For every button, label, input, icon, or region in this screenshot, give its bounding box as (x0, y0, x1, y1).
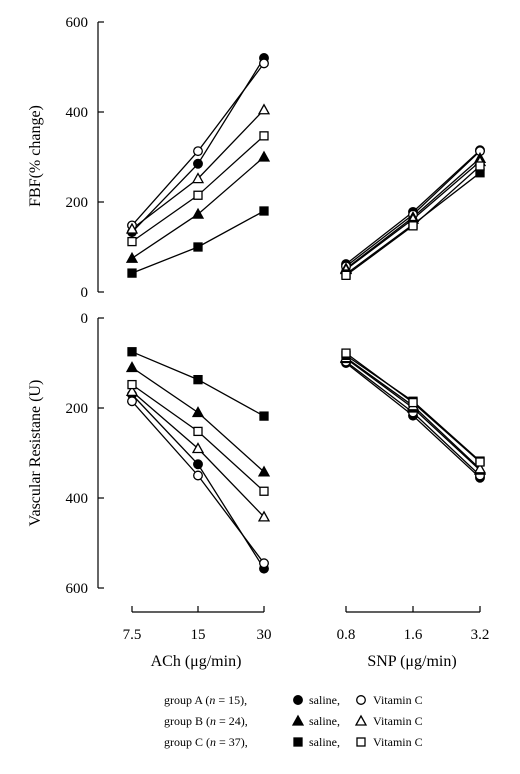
fbf-y-axis-title: FBF(% change) (27, 105, 44, 207)
resistance-ach-point-b-saline (257, 465, 271, 477)
legend-marker-a-vitamin-c (356, 695, 366, 705)
series-lines (131, 57, 481, 569)
resistance-snp-point-c-vitc (341, 348, 351, 358)
snp-x-tick-label: 0.8 (337, 627, 356, 643)
fbf-ach-point-c-saline (127, 268, 137, 278)
legend-marker-c-saline (293, 737, 303, 747)
legend-marker-symbol (356, 737, 366, 747)
legend-marker-b-saline (291, 714, 305, 726)
legend-row-c: group C (n = 37), saline, Vitamin C (164, 735, 423, 749)
legend-saline-label: saline, (309, 693, 340, 707)
snp-x-axis-title: SNP (μg/min) (367, 653, 456, 670)
fbf-ach-point-b-saline (125, 251, 139, 263)
resistance-ach-point-b-vitc (257, 510, 271, 522)
ach-x-tick-label: 15 (191, 627, 206, 643)
legend-marker-a-saline (293, 695, 303, 705)
fbf-snp-point-c-vitc (475, 161, 485, 171)
legend-vitamin-c-label: Vitamin C (373, 735, 423, 749)
resistance-y-tick-label: 0 (81, 311, 89, 327)
fbf-ach-point-c-saline (259, 206, 269, 216)
legend-group-label: group C (n = 37), (164, 735, 248, 749)
fbf-y-tick-label: 200 (66, 195, 89, 211)
legend-saline-label: saline, (309, 735, 340, 749)
legend-saline-label: saline, (309, 714, 340, 728)
resistance-ach-point-c-vitc (127, 379, 137, 390)
resistance-ach-point-c-saline (127, 347, 137, 357)
fbf-ach-point-b-saline (257, 150, 271, 162)
resistance-ach-point-b-saline (125, 361, 139, 373)
fbf-ach-series-line-c-saline (131, 210, 265, 274)
fbf-ach-point-a-vitc (259, 58, 269, 69)
resistance-y-axis-title: Vascular Resistane (U) (27, 380, 44, 527)
legend-vitamin-c-label: Vitamin C (373, 714, 423, 728)
resistance-ach-point-a-vitc (193, 470, 203, 481)
resistance-ach-point-b-vitc (191, 442, 205, 454)
fbf-ach-point-c-vitc (127, 236, 137, 247)
fbf-ach-series-line-a-vitc (131, 63, 265, 226)
resistance-y-tick-label: 200 (66, 401, 89, 417)
legend: group A (n = 15), saline, Vitamin C grou… (164, 693, 423, 749)
resistance-snp-point-c-vitc (475, 457, 485, 467)
fbf-ach-point-c-saline (193, 242, 203, 252)
legend-group-label: group A (n = 15), (164, 693, 247, 707)
resistance-y-tick-label: 400 (66, 491, 89, 507)
snp-x-tick-label: 3.2 (471, 627, 490, 643)
resistance-ach-point-c-saline (193, 374, 203, 385)
resistance-ach-series-line-a-vitc (131, 400, 265, 564)
resistance-ach-point-c-saline (259, 411, 269, 421)
resistance-snp-point-c-vitc (408, 397, 418, 408)
resistance-ach-point-a-saline (193, 459, 203, 470)
legend-marker-c-vitamin-c (356, 737, 366, 747)
fbf-snp-point-c-vitc (341, 270, 351, 281)
tick-labels: 0 200 400 600 0 200 400 600 7.5 15 30 0.8 1.6 3.2 (66, 15, 490, 643)
legend-row-a: group A (n = 15), saline, Vitamin C (164, 693, 423, 707)
legend-row-b: group B (n = 24), saline, Vitamin C (164, 714, 423, 728)
legend-marker-symbol (293, 695, 303, 705)
legend-group-label: group B (n = 24), (164, 714, 248, 728)
legend-marker-b-vitamin-c (354, 714, 368, 726)
fbf-ach-point-b-saline (191, 207, 205, 219)
resistance-y-tick-label: 600 (66, 581, 89, 597)
fbf-ach-point-b-vitc (191, 172, 205, 184)
ach-x-tick-label: 7.5 (123, 627, 142, 643)
legend-marker-symbol (356, 695, 366, 705)
snp-x-tick-label: 1.6 (404, 627, 423, 643)
series-markers (125, 53, 487, 574)
resistance-ach-point-c-vitc (193, 426, 203, 437)
resistance-ach-point-a-vitc (127, 396, 137, 407)
resistance-ach-series-line-a-saline (131, 394, 265, 569)
fbf-ach-series-line-a-saline (131, 57, 265, 233)
resistance-snp-point-b-vitc (473, 462, 487, 474)
fbf-ach-point-b-vitc (257, 103, 271, 115)
legend-marker-symbol (293, 737, 303, 747)
fbf-ach-point-a-saline (193, 158, 203, 169)
ach-x-axis-title: ACh (μg/min) (151, 653, 242, 670)
legend-marker-symbol (354, 714, 368, 726)
fbf-ach-point-c-vitc (193, 190, 203, 200)
fbf-snp-point-c-vitc (408, 221, 418, 231)
fbf-y-tick-label: 0 (81, 285, 89, 301)
fbf-ach-point-c-vitc (259, 131, 269, 141)
fbf-ach-point-a-vitc (193, 146, 203, 157)
fbf-y-tick-label: 600 (66, 15, 89, 31)
legend-vitamin-c-label: Vitamin C (373, 693, 423, 707)
resistance-ach-point-b-vitc (125, 385, 139, 397)
legend-marker-symbol (291, 714, 305, 726)
fbf-ach-point-b-vitc (125, 222, 139, 234)
ach-x-tick-label: 30 (257, 627, 272, 643)
resistance-ach-point-b-saline (191, 406, 205, 418)
axes (97, 21, 481, 613)
resistance-ach-point-a-vitc (259, 558, 269, 569)
fbf-y-tick-label: 400 (66, 105, 89, 121)
resistance-ach-point-c-vitc (259, 486, 269, 496)
